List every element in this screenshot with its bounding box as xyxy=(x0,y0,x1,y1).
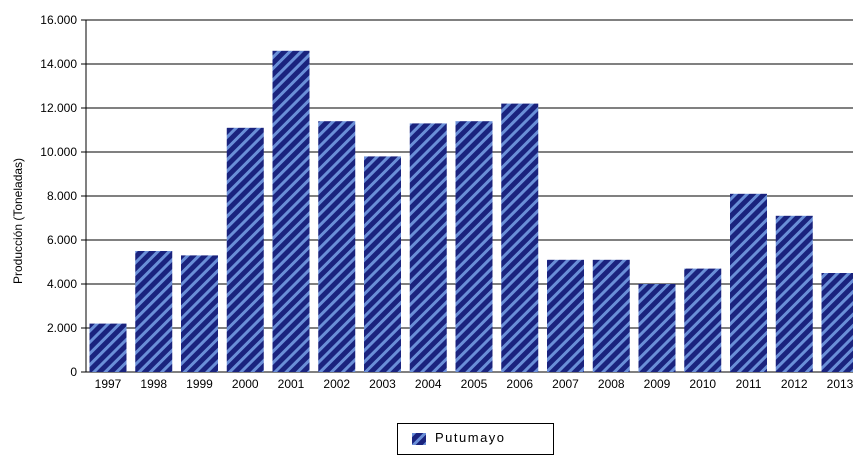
x-tick-label: 2007 xyxy=(552,377,579,391)
bar-2010 xyxy=(684,269,721,372)
y-tick-label: 16.000 xyxy=(40,13,77,27)
bar-2011 xyxy=(730,194,767,372)
x-tick-label: 2003 xyxy=(369,377,396,391)
x-tick-label: 2011 xyxy=(736,377,762,391)
bar-2009 xyxy=(639,284,676,372)
x-tick-label: 2008 xyxy=(598,377,625,391)
bar-1997 xyxy=(90,324,127,372)
bar-2002 xyxy=(318,121,355,372)
bar-2007 xyxy=(547,260,584,372)
x-tick-label: 2012 xyxy=(781,377,808,391)
legend-swatch xyxy=(412,433,426,445)
bar-2004 xyxy=(410,123,447,372)
y-axis-ticks: 0 2.000 4.000 6.000 8.000 10.000 12.000 14.000 1… xyxy=(40,13,86,379)
bar-2003 xyxy=(364,156,401,372)
y-tick-label: 6.000 xyxy=(47,233,77,247)
x-tick-label: 2010 xyxy=(689,377,716,391)
y-tick-label: 10.000 xyxy=(40,145,77,159)
bar-2000 xyxy=(227,128,264,372)
x-tick-label: 2004 xyxy=(415,377,442,391)
x-tick-label: 2009 xyxy=(644,377,671,391)
bars xyxy=(90,51,853,372)
y-tick-label: 8.000 xyxy=(47,189,77,203)
y-tick-label: 14.000 xyxy=(40,57,77,71)
y-tick-label: 4.000 xyxy=(47,277,77,291)
x-tick-label: 2000 xyxy=(232,377,259,391)
x-tick-label: 2006 xyxy=(506,377,533,391)
x-tick-label: 2013 xyxy=(827,377,853,391)
bar-2012 xyxy=(776,216,813,372)
x-tick-label: 1997 xyxy=(95,377,122,391)
x-tick-label: 2002 xyxy=(323,377,350,391)
y-axis-title: Producción (Toneladas) xyxy=(11,158,25,284)
y-tick-label: 12.000 xyxy=(40,101,77,115)
x-tick-label: 1999 xyxy=(186,377,213,391)
bar-2001 xyxy=(273,51,310,372)
bar-2005 xyxy=(456,121,493,372)
legend-label: Putumayo xyxy=(435,430,506,445)
bar-1999 xyxy=(181,255,218,372)
y-tick-label: 2.000 xyxy=(47,321,77,335)
x-tick-label: 2005 xyxy=(461,377,488,391)
legend: Putumayo xyxy=(397,423,554,455)
x-tick-label: 1998 xyxy=(140,377,167,391)
x-tick-label: 2001 xyxy=(278,377,305,391)
bar-2006 xyxy=(501,104,538,372)
y-tick-label: 0 xyxy=(70,365,77,379)
bar-2013 xyxy=(822,273,853,372)
bar-2008 xyxy=(593,260,630,372)
x-axis-ticks: 1997 1998 1999 2000 2001 2002 2003 2004 2005 2006… xyxy=(95,377,853,391)
bar-1998 xyxy=(135,251,172,372)
